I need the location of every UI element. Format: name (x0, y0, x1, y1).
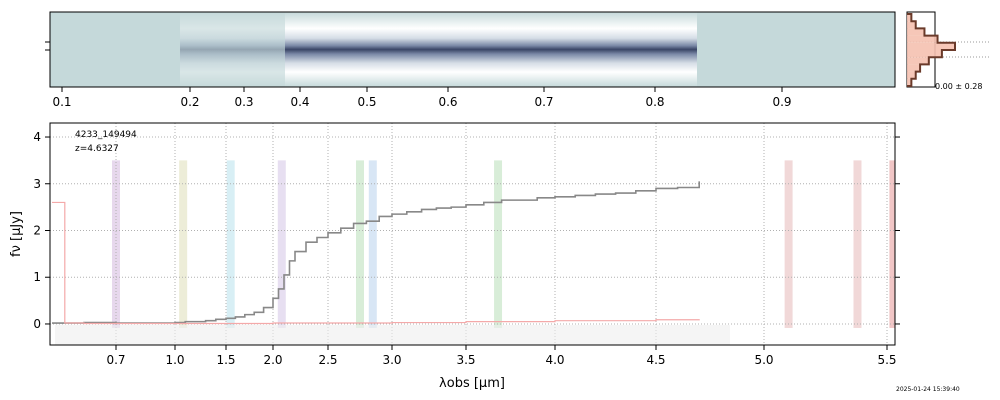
histogram-bar (907, 21, 916, 29)
object-id-label: 4233_149494 (75, 130, 137, 140)
emission-line-band (889, 160, 895, 328)
plot-area (50, 123, 895, 345)
shaded-region (55, 325, 730, 345)
emission-line-band (784, 160, 793, 328)
top-x-tick-label: 0.4 (290, 95, 309, 109)
spectrum-2d-trace-faint (180, 12, 295, 87)
emission-line-band (368, 160, 377, 328)
histogram-bar (907, 71, 916, 79)
series-line-error (52, 201, 700, 325)
top-x-tick-label: 0.5 (357, 95, 376, 109)
emission-line-band (226, 160, 235, 328)
histogram-bar (907, 50, 942, 58)
emission-line-band (179, 160, 188, 328)
histogram-bar (907, 64, 921, 72)
histogram-bar (907, 28, 925, 36)
y-tick-label: 2 (33, 223, 41, 237)
x-tick-label: 5.0 (754, 353, 773, 367)
spectrum-2d-trace (285, 12, 697, 87)
x-tick-label: 3.0 (382, 353, 401, 367)
emission-line-band (112, 160, 120, 328)
spectrum-1d-panel: 0.7 1.0 1.5 2.0 2.5 3.0 3.5 4.0 4.5 5.0 5.5 01234 … (9, 122, 900, 391)
histogram-bar (907, 78, 912, 86)
x-tick-label: 4.0 (545, 353, 564, 367)
x-tick-label: 2.0 (263, 353, 282, 367)
y-tick-label: 4 (33, 130, 41, 144)
y-tick-label: 3 (33, 177, 41, 191)
top-x-tick-label: 0.8 (645, 95, 664, 109)
histogram-outline (907, 13, 956, 87)
redshift-label: z=4.6327 (75, 144, 119, 154)
top-x-tick-label: 0.2 (180, 95, 199, 109)
x-tick-label: 1.0 (165, 353, 184, 367)
x-tick-label: 4.5 (646, 353, 665, 367)
plot-frame (49, 122, 896, 346)
histogram-bar (907, 42, 955, 50)
y-tick-label: 1 (33, 270, 41, 284)
series-line-flux (52, 181, 700, 324)
x-tick-label: 2.5 (318, 353, 337, 367)
emission-line-band (494, 160, 503, 328)
top-x-tick-label: 0.9 (772, 95, 791, 109)
x-axis-title: λobs [μm] (439, 376, 505, 391)
histogram-bar (907, 57, 929, 65)
top-x-tick-label: 0.1 (52, 95, 71, 109)
x-tick-label: 3.5 (456, 353, 475, 367)
y-axis-title: fν [μJy] (9, 211, 24, 257)
spectrum-2d-panel: 0.1 0.2 0.3 0.4 0.5 0.6 0.7 0.8 0.9 (45, 11, 896, 109)
timestamp: 2025-01-24 15:39:40 (896, 386, 960, 393)
histogram-bar (907, 14, 912, 22)
emission-line-band (277, 160, 286, 328)
top-x-tick-label: 0.3 (234, 95, 253, 109)
histogram-annotation: 0.00 ± 0.28 (935, 82, 982, 91)
top-x-tick-label: 0.7 (534, 95, 553, 109)
histogram-panel: 0.00 ± 0.28 (906, 11, 990, 91)
y-tick-label: 0 (33, 317, 41, 331)
emission-line-band (853, 160, 862, 328)
histogram-bar (907, 35, 938, 43)
x-tick-label: 5.5 (877, 353, 896, 367)
x-tick-label: 0.7 (106, 353, 125, 367)
emission-line-band (356, 160, 364, 328)
x-tick-label: 1.5 (216, 353, 235, 367)
top-x-tick-label: 0.6 (438, 95, 457, 109)
